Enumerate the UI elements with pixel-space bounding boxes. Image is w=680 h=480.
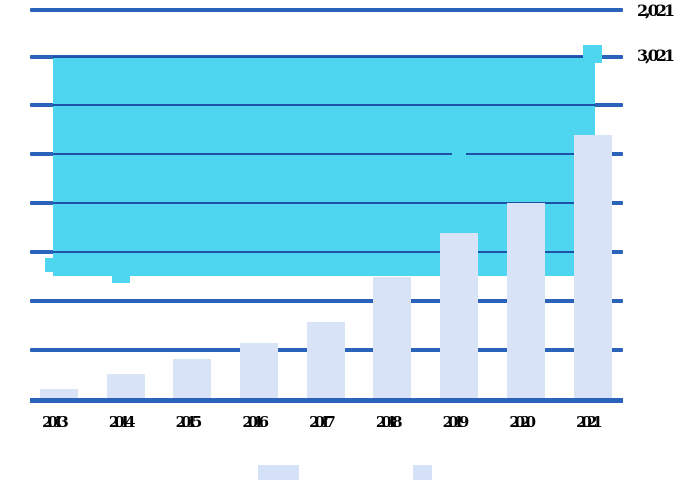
x-tick-label: 2014	[108, 413, 136, 431]
gridline	[30, 299, 623, 303]
bar-2017	[307, 321, 345, 399]
gridline-on-area	[53, 104, 595, 106]
area-band-fragment	[45, 258, 53, 272]
bar-2019	[440, 232, 478, 399]
right-value-label: 2,021	[637, 1, 675, 20]
right-value-label: 3,021	[637, 46, 675, 65]
x-tick-label: 2015	[175, 413, 203, 431]
gridline-on-area	[53, 251, 595, 253]
gridline	[30, 8, 623, 12]
gridline-on-area	[53, 56, 595, 58]
x-tick-label: 2018	[375, 413, 403, 431]
x-tick-label: 2016	[242, 413, 269, 431]
bar-2016	[240, 342, 278, 399]
bar-2013	[40, 389, 78, 399]
x-tick-label: 2020	[509, 413, 536, 431]
x-tick-label: 2013	[42, 413, 69, 431]
bar-2014	[107, 374, 145, 399]
area-band-fragment	[583, 45, 602, 63]
bar-2015	[173, 359, 211, 399]
x-tick-label: 2019	[442, 413, 470, 431]
legend-swatch	[258, 465, 299, 480]
x-tick-label: 2017	[309, 413, 336, 431]
gridline-on-area	[53, 153, 595, 155]
area-band-fragment	[452, 152, 466, 157]
legend-swatch	[413, 465, 432, 480]
area-band	[53, 56, 595, 277]
bar-2020	[507, 203, 545, 399]
x-axis-line	[30, 398, 623, 403]
bar-2018	[373, 277, 411, 399]
gridline-on-area	[53, 202, 595, 204]
x-tick-label: 2021	[576, 413, 603, 431]
area-band-fragment	[112, 276, 130, 283]
bar-2021	[574, 134, 612, 399]
